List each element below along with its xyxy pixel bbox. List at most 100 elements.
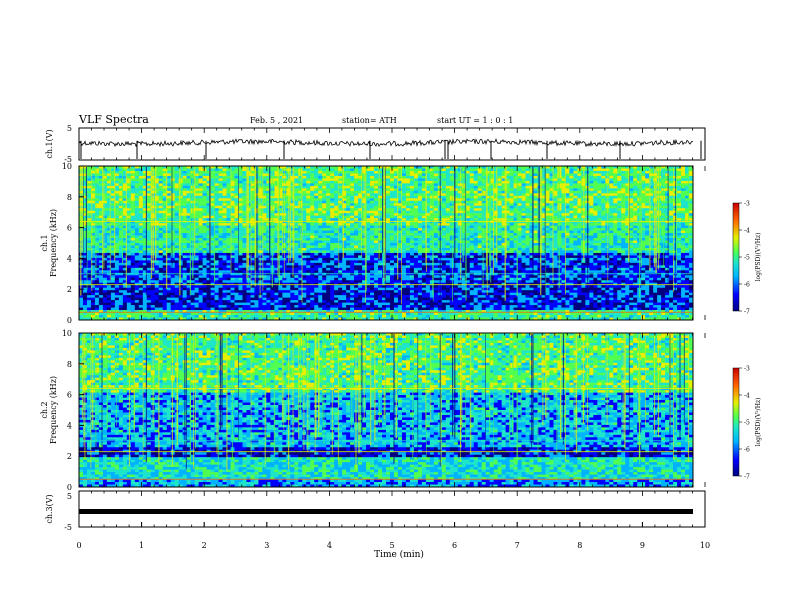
spectrogram-cell [203,211,207,214]
spectrogram-cell [139,226,143,229]
spectrogram-cell [147,203,151,206]
spectrogram-cell [661,176,665,179]
spectrogram-cell [633,233,637,236]
spectrogram-cell [609,198,613,201]
spectrogram-cell [665,176,669,179]
spectrogram-cell [302,216,306,219]
spectrogram-cell [545,233,549,236]
spectrogram-cell [569,171,573,174]
spectrogram-cell [334,213,338,216]
spectrogram-cell [215,191,219,194]
spectrogram-cell [227,213,231,216]
spectrogram-cell [326,223,330,226]
spectrogram-cell [318,226,322,229]
spectrogram-cell [601,191,605,194]
spectrogram-cell [183,193,187,196]
spectrogram-cell [215,186,219,189]
spectrogram-cell [167,196,171,199]
spectrogram-cell [681,223,685,226]
spectrogram-cell [410,201,414,204]
spectrogram-cell [223,201,227,204]
spectrogram-cell [238,178,242,181]
spectrogram-cell [609,168,613,171]
spectrogram-cell [677,183,681,186]
spectrogram-cell [87,218,91,221]
spectrogram-cell [402,176,406,179]
spectrogram-cell [374,238,378,241]
spectrogram-cell [219,218,223,221]
spectrogram-cell [139,203,143,206]
spectrogram-cell [414,196,418,199]
spectrogram-cell [665,201,669,204]
spectrogram-cell [482,223,486,226]
spectrogram-cell [318,203,322,206]
spectrogram-cell [442,188,446,191]
spectrogram-cell [545,208,549,211]
spectrogram-cell [167,208,171,211]
spectrogram-cell [195,198,199,201]
spectrogram-cell [127,168,131,171]
spectrogram-cell [314,183,318,186]
spectrogram-cell [661,188,665,191]
spectrogram-cell [346,173,350,176]
spectrogram-cell [386,186,390,189]
spectrogram-cell [605,196,609,199]
spectrogram-cell [354,231,358,234]
spectrogram-cell [370,198,374,201]
spectrogram-cell [498,218,502,221]
spectrogram-cell [334,223,338,226]
spectrogram-cell [470,173,474,176]
ch1-spectrogram-panel: 0246810 ch.1 Frequency (kHz) -3-4-5-6-7 … [40,162,762,325]
spectrogram-cell [223,178,227,181]
spectrogram-cell [665,171,669,174]
spectrogram-cell [418,208,422,211]
spectrogram-cell [167,216,171,219]
spectrogram-cell [589,191,593,194]
spectrogram-cell [470,183,474,186]
spectrogram-cell [553,208,557,211]
spectrogram-cell [242,211,246,214]
spectrogram-cell [597,178,601,181]
spectrogram-cell [681,228,685,231]
spectrogram-cell [482,183,486,186]
spectrogram-cell [494,241,498,244]
spectrogram-cell [115,173,119,176]
spectrogram-cell [498,206,502,209]
spectrogram-cell [609,178,613,181]
spectrogram-cell [414,218,418,221]
spectrogram-cell [446,231,450,234]
spectrogram-cell [294,168,298,171]
spectrogram-cell [601,231,605,234]
spectrogram-cell [330,181,334,184]
spectrogram-cell [326,203,330,206]
spectrogram-cell [617,233,621,236]
spectrogram-cell [442,196,446,199]
spectrogram-cell [199,228,203,231]
spectrogram-cell [494,216,498,219]
spectrogram-cell [370,178,374,181]
spectrogram-cell [223,173,227,176]
spectrogram-cell [346,201,350,204]
spectrogram-cell [215,208,219,211]
spectrogram-cell [434,203,438,206]
spectrogram-cell [617,241,621,244]
spectrogram-cell [370,193,374,196]
spectrogram-cell [446,203,450,206]
spectrogram-cell [167,211,171,214]
spectrogram-cell [310,181,314,184]
spectrogram-cell [203,231,207,234]
spectrogram-cell [238,245,242,248]
spectrogram-cell [171,208,175,211]
spectrogram-cell [573,228,577,231]
spectrogram-cell [183,238,187,241]
spectrogram-cell [410,178,414,181]
spectrogram-cell [322,231,326,234]
spectrogram-cell [621,206,625,209]
spectrogram-cell [346,218,350,221]
spectrogram-cell [127,186,131,189]
spectrogram-cell [621,208,625,211]
spectrogram-cell [609,236,613,239]
spectrogram-cell [306,196,310,199]
spectrogram-cell [139,218,143,221]
spectrogram-cell [474,213,478,216]
